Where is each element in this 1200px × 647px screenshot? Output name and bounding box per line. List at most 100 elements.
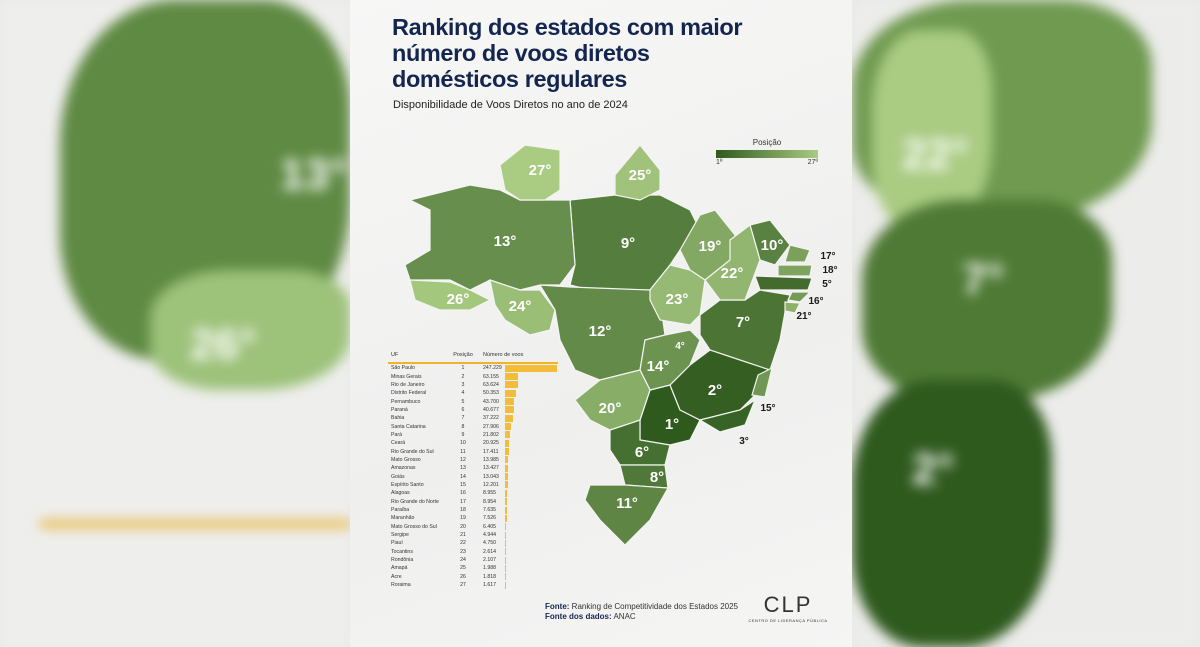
row-uf: Alagoas	[391, 490, 410, 497]
map-rank-label: 4°	[675, 341, 685, 352]
row-voos: 13.985	[483, 456, 499, 463]
legend-gradient-bar	[716, 150, 818, 158]
map-rank-label: 18°	[822, 265, 837, 276]
row-voos: 43.700	[483, 398, 499, 405]
row-uf: Mato Grosso do Sul	[391, 523, 437, 530]
header-posicao: Posição	[453, 352, 473, 358]
row-uf: São Paulo	[391, 365, 415, 372]
blurred-background-right: 22° 7° 2°	[852, 0, 1200, 647]
table-row: Espírito Santo 15 12.201	[388, 481, 558, 489]
row-posicao: 12	[460, 456, 466, 463]
map-rank-label: 24°	[509, 298, 532, 315]
row-voos: 12.201	[483, 481, 499, 488]
flights-bar	[505, 373, 519, 381]
row-posicao: 13	[460, 465, 466, 472]
row-posicao: 17	[460, 498, 466, 505]
logo-mark: CLP	[763, 592, 813, 617]
row-uf: Bahia	[391, 415, 405, 422]
map-rank-label: 6°	[635, 444, 649, 461]
flights-bar	[505, 523, 507, 531]
row-voos: 8.954	[483, 498, 496, 505]
data-source-label: Fonte dos dados:	[545, 612, 612, 621]
row-posicao: 16	[460, 490, 466, 497]
infographic-poster: Ranking dos estados com maior número de …	[350, 0, 852, 647]
row-uf: Amazonas	[391, 465, 416, 472]
table-row: Acre 26 1.818	[388, 573, 558, 581]
table-row: Sergipe 21 4.944	[388, 531, 558, 539]
logo-subtitle: CENTRO DE LIDERANÇA PÚBLICA	[748, 618, 828, 623]
state-rio-grande-do-norte	[784, 244, 811, 263]
table-row: Amazonas 13 13.427	[388, 464, 558, 472]
map-rank-label: 16°	[808, 296, 823, 307]
row-voos: 17.411	[483, 448, 499, 455]
flights-bar	[505, 539, 506, 547]
row-posicao: 6	[461, 406, 465, 413]
map-rank-label: 2°	[708, 382, 722, 399]
state-espirito-santo	[751, 366, 773, 398]
map-rank-label: 25°	[629, 167, 652, 184]
state-tocantins	[649, 264, 706, 326]
row-voos: 6.405	[483, 523, 496, 530]
flights-bar	[505, 498, 507, 506]
flights-bar	[505, 548, 506, 556]
row-uf: Rio de Janeiro	[391, 381, 425, 388]
row-posicao: 25	[460, 565, 466, 572]
row-voos: 40.677	[483, 406, 499, 413]
map-rank-label: 27°	[529, 162, 552, 179]
flights-bar	[505, 364, 557, 372]
state-mato-grosso-do-sul	[574, 369, 651, 431]
flights-bar	[505, 406, 514, 414]
ranking-table: UF Posição Número de voos São Paulo 1 24…	[388, 348, 558, 589]
table-row: Tocantins 23 2.614	[388, 548, 558, 556]
row-uf: Santa Catarina	[391, 423, 426, 430]
row-voos: 7.635	[483, 507, 496, 514]
row-posicao: 4	[461, 390, 465, 397]
table-row: Pará 9 21.802	[388, 431, 558, 439]
flights-bar	[505, 414, 513, 422]
table-row: Rondônia 24 2.107	[388, 556, 558, 564]
state-sergipe	[784, 301, 801, 314]
table-row: Mato Grosso 12 13.985	[388, 456, 558, 464]
table-row: Rio Grande do Norte 17 8.954	[388, 498, 558, 506]
row-voos: 21.802	[483, 431, 499, 438]
row-uf: Mato Grosso	[391, 456, 421, 463]
row-voos: 2.614	[483, 548, 496, 555]
row-posicao: 21	[460, 532, 466, 539]
map-rank-label: 9°	[621, 235, 635, 252]
flights-bar	[505, 456, 508, 464]
map-rank-label: 19°	[699, 238, 722, 255]
row-uf: Pará	[391, 431, 402, 438]
state-rio-grande-do-sul	[584, 484, 669, 546]
table-row: Rio de Janeiro 3 63.624	[388, 381, 558, 389]
table-row: Roraima 27 1.617	[388, 581, 558, 589]
row-uf: Espírito Santo	[391, 481, 424, 488]
row-voos: 4.750	[483, 540, 496, 547]
map-rank-label: 20°	[599, 400, 622, 417]
source-text: Ranking de Competitividade dos Estados 2…	[571, 602, 738, 611]
row-posicao: 24	[460, 557, 466, 564]
map-rank-label: 22°	[721, 265, 744, 282]
table-row: Paraíba 18 7.635	[388, 506, 558, 514]
row-posicao: 23	[460, 548, 466, 555]
data-source-text: ANAC	[613, 612, 636, 621]
table-row: Minas Gerais 2 63.155	[388, 372, 558, 381]
row-voos: 13.043	[483, 473, 499, 480]
flights-bar	[505, 431, 510, 439]
flights-bar	[505, 423, 511, 431]
row-voos: 63.155	[483, 373, 499, 380]
table-row: Alagoas 16 8.955	[388, 489, 558, 497]
row-posicao: 15	[460, 481, 466, 488]
map-rank-label: 12°	[589, 323, 612, 340]
row-posicao: 19	[460, 515, 466, 522]
flights-bar	[505, 439, 510, 447]
map-rank-label: 11°	[616, 495, 638, 512]
table-row: Distrito Federal 4 50.353	[388, 389, 558, 397]
state-goias	[639, 329, 701, 391]
subtitle: Disponibilidade de Voos Diretos no ano d…	[393, 99, 628, 111]
row-uf: Amapá	[391, 565, 408, 572]
legend-min-label: 1º	[716, 159, 723, 166]
color-legend: Posição 1º 27º	[716, 138, 818, 166]
row-posicao: 1	[461, 365, 465, 372]
row-uf: Rio Grande do Norte	[391, 498, 439, 505]
row-voos: 1.818	[483, 573, 496, 580]
